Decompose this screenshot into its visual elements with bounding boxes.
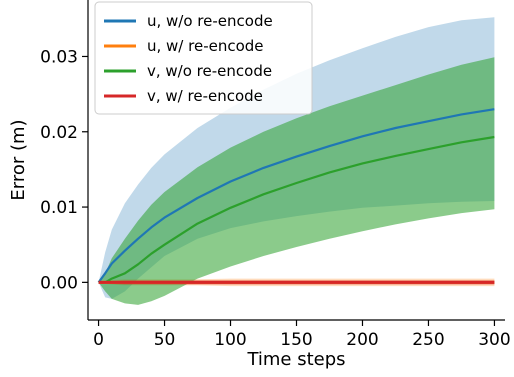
y-tick-label: 0.00 [40,273,78,293]
series-lines [97,108,495,284]
x-axis-label: Time steps [246,349,345,370]
y-axis-ticks: 0.00 0.01 0.02 0.03 [40,47,88,293]
x-tick-label: 200 [346,330,378,350]
legend-box [94,1,313,115]
legend-label: u, w/o re-encode [147,12,273,30]
x-tick-label: 250 [412,330,444,350]
x-axis-ticks: 0 50 100 150 200 250 300 [93,320,511,350]
band-2 [98,57,495,305]
x-tick-label: 300 [478,330,510,350]
y-tick-label: 0.01 [40,198,78,218]
series-line-2 [98,135,495,284]
y-tick-label: 0.03 [40,47,78,67]
x-tick-label: 0 [93,330,104,350]
x-tick-label: 150 [280,330,312,350]
y-axis-label: Error (m) [8,119,29,200]
legend-label: v, w/o re-encode [147,62,272,80]
legend-label: v, w/ re-encode [147,87,263,105]
legend-label: u, w/ re-encode [147,37,264,55]
x-tick-label: 100 [214,330,246,350]
legend: u, w/o re-encode u, w/ re-encode v, w/o re… [94,1,313,115]
x-tick-label: 50 [154,330,176,350]
y-tick-label: 0.02 [40,123,78,143]
series-line-0 [97,108,495,284]
